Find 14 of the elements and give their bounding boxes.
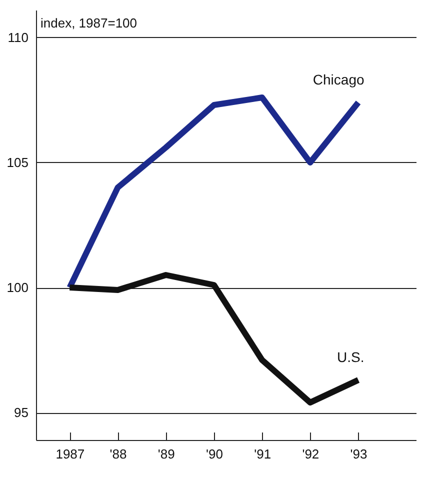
x-tick-label: '92: [302, 446, 320, 462]
x-tick-label: '89: [158, 446, 175, 462]
x-tick-label: '91: [254, 446, 272, 462]
y-axis-title: index, 1987=100: [40, 16, 138, 30]
y-tick-label: 100: [6, 280, 28, 295]
x-tick-label: '93: [350, 446, 368, 462]
y-tick-label: 95: [14, 405, 28, 420]
y-tick-label: 110: [8, 30, 28, 45]
series-label: U.S.: [337, 349, 364, 365]
x-tick-label: '90: [206, 446, 223, 462]
y-tick-label: 105: [6, 155, 28, 170]
x-tick-label: '88: [110, 446, 127, 462]
x-tick-label: 1987: [56, 446, 85, 462]
series-label: Chicago: [312, 72, 364, 88]
